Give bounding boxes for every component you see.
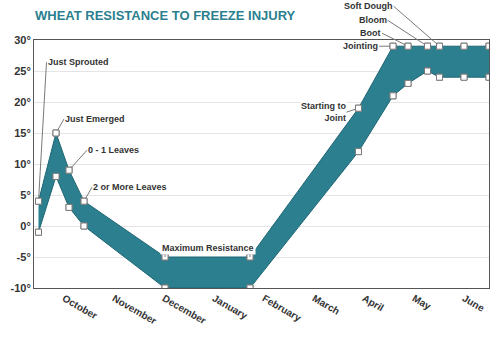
svg-text:10°: 10° — [14, 158, 31, 170]
svg-text:0°: 0° — [20, 220, 31, 232]
svg-text:Boot: Boot — [360, 28, 381, 38]
svg-text:25°: 25° — [14, 65, 31, 77]
svg-text:November: November — [111, 293, 159, 327]
svg-text:January: January — [211, 293, 250, 322]
svg-text:0 - 1 Leaves: 0 - 1 Leaves — [88, 145, 139, 155]
svg-text:-10°: -10° — [10, 282, 30, 294]
svg-text:-5°: -5° — [17, 251, 31, 263]
svg-text:Maximum Resistance: Maximum Resistance — [162, 243, 254, 253]
svg-text:20°: 20° — [14, 96, 31, 108]
svg-text:2 or More Leaves: 2 or More Leaves — [93, 182, 167, 192]
svg-text:February: February — [261, 293, 304, 324]
svg-text:Jointing: Jointing — [343, 41, 378, 51]
svg-text:Just Sprouted: Just Sprouted — [48, 57, 109, 67]
svg-text:30°: 30° — [14, 34, 31, 46]
svg-text:March: March — [311, 293, 342, 317]
svg-text:15°: 15° — [14, 127, 31, 139]
svg-text:April: April — [361, 293, 386, 314]
svg-text:5°: 5° — [20, 189, 31, 201]
svg-text:Bloom: Bloom — [359, 15, 387, 25]
svg-text:October: October — [61, 293, 100, 322]
svg-text:December: December — [161, 293, 208, 327]
svg-text:Just Emerged: Just Emerged — [65, 114, 125, 124]
svg-text:WHEAT RESISTANCE TO FREEZE INJ: WHEAT RESISTANCE TO FREEZE INJURY — [35, 8, 296, 23]
svg-text:Soft Dough: Soft Dough — [344, 1, 393, 11]
svg-text:May: May — [411, 293, 434, 312]
svg-text:Starting toJoint: Starting toJoint — [301, 101, 346, 123]
svg-text:June: June — [461, 293, 487, 314]
